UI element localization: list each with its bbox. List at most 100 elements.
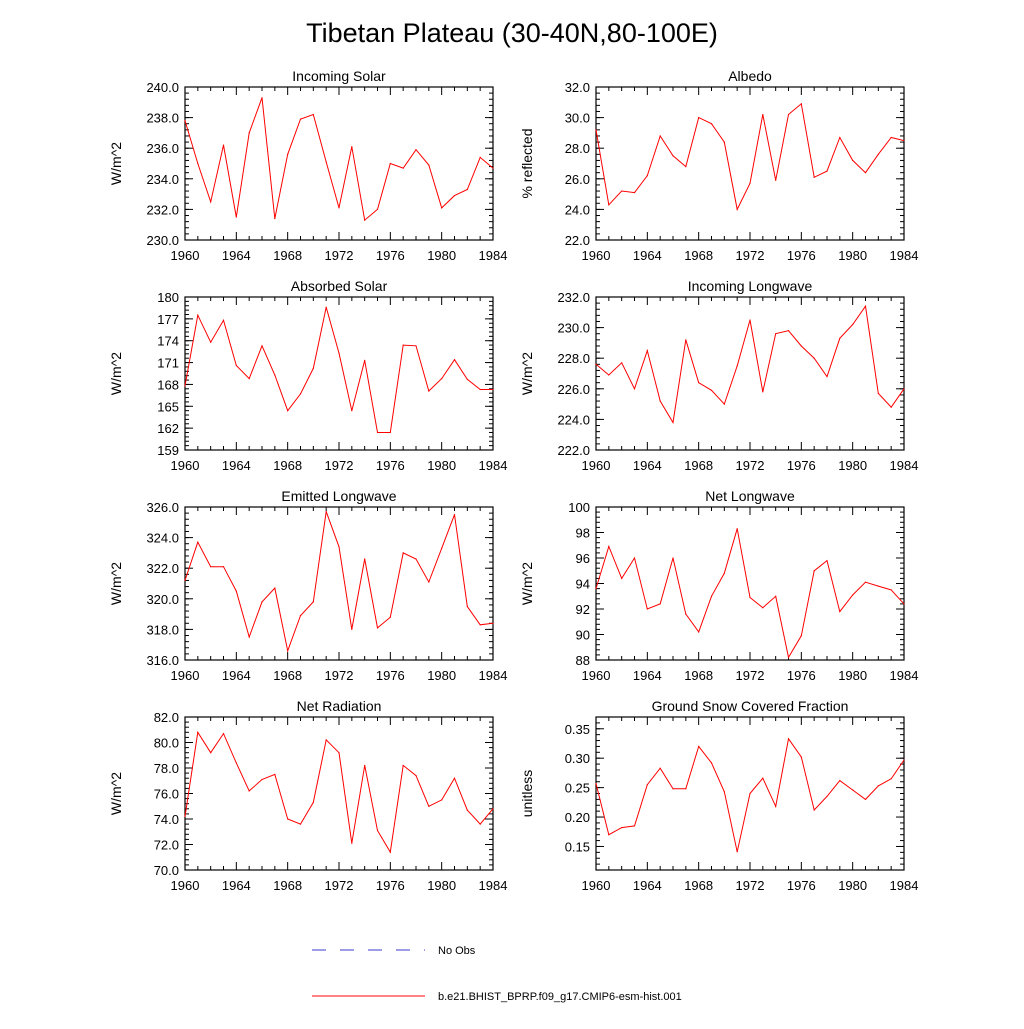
data-point [299, 118, 302, 120]
data-point [235, 364, 237, 367]
data-point [903, 759, 905, 761]
plot-frame [184, 86, 494, 241]
x-tick-label: 1964 [222, 878, 251, 893]
data-point [299, 823, 302, 825]
series-line [184, 307, 493, 433]
plot-frame [184, 506, 494, 661]
data-point [492, 622, 494, 624]
panel-title: Net Longwave [705, 488, 795, 504]
y-tick-label: 92 [576, 602, 590, 617]
x-tick-label: 1968 [684, 458, 713, 473]
data-point [312, 367, 314, 369]
y-tick-label: 22.0 [565, 233, 590, 248]
data-point [338, 546, 340, 548]
x-tick-label: 1960 [582, 248, 611, 263]
data-point [364, 359, 366, 361]
y-tick-label: 90 [576, 628, 590, 643]
panel-1: 1960 1964 1968 1972 1976 1980 1984 230.0 232.0 23… [108, 68, 507, 263]
data-point [736, 528, 738, 530]
data-point [453, 359, 456, 361]
data-point [621, 362, 623, 364]
y-tick-label: 236.0 [146, 141, 179, 156]
y-tick-label: 240.0 [146, 80, 179, 95]
data-point [672, 421, 674, 424]
data-point [453, 514, 456, 516]
y-tick-label: 316.0 [146, 653, 179, 668]
data-point [826, 170, 828, 172]
data-point [389, 431, 391, 434]
data-point [698, 745, 700, 748]
data-point [775, 805, 777, 808]
y-tick-label: 0.20 [565, 810, 590, 825]
x-tick-label: 1960 [582, 458, 611, 473]
x-tick-label: 1984 [479, 668, 508, 683]
data-point [646, 175, 648, 177]
y-tick-label: 318.0 [146, 622, 179, 637]
x-tick-label: 1972 [325, 878, 354, 893]
data-point [787, 330, 790, 332]
data-point [453, 195, 456, 197]
plot-frame [184, 716, 494, 871]
y-tick-label: 80.0 [154, 736, 179, 751]
panel-title: Emitted Longwave [281, 488, 396, 504]
x-tick-label: 1960 [171, 668, 200, 683]
y-tick-label: 222.0 [557, 443, 590, 458]
data-point [364, 558, 366, 560]
data-point [248, 132, 250, 134]
y-tick-label: 88 [576, 653, 590, 668]
data-point [415, 149, 417, 151]
y-tick-label: 32.0 [565, 80, 590, 95]
x-tick-label: 1980 [427, 458, 456, 473]
y-axis-label: W/m^2 [108, 142, 124, 185]
panel-title: Ground Snow Covered Fraction [652, 698, 849, 714]
y-tick-label: 30.0 [565, 111, 590, 126]
series-line [184, 511, 494, 653]
data-point [376, 431, 379, 434]
data-point [248, 790, 250, 792]
data-point [287, 650, 289, 652]
x-tick-label: 1960 [582, 668, 611, 683]
series-line [595, 737, 905, 852]
data-point [376, 627, 379, 629]
x-tick-label: 1964 [633, 458, 662, 473]
y-tick-label: 171 [157, 356, 179, 371]
data-point [877, 585, 879, 587]
x-tick-label: 1972 [736, 878, 765, 893]
x-tick-label: 1968 [684, 248, 713, 263]
data-point [197, 314, 199, 316]
data-point [197, 541, 199, 543]
data-point [890, 136, 892, 139]
data-point [749, 182, 751, 184]
y-axis-label: W/m^2 [519, 352, 535, 395]
data-point [312, 801, 314, 804]
y-tick-label: 78.0 [154, 761, 179, 776]
data-point [826, 559, 828, 562]
y-axis-label: unitless [519, 770, 535, 817]
y-tick-label: 326.0 [146, 500, 179, 515]
data-point [800, 756, 802, 758]
x-tick-label: 1972 [325, 248, 354, 263]
data-point [749, 792, 751, 795]
data-point [736, 851, 738, 853]
data-point [710, 389, 713, 391]
data-point [813, 570, 815, 572]
figure-title: Tibetan Plateau (30-40N,80-100E) [306, 18, 718, 48]
data-point [608, 834, 610, 836]
data-point [428, 581, 430, 583]
data-point [736, 365, 738, 367]
y-tick-label: 100 [568, 500, 590, 515]
legend-obs-label: No Obs [438, 945, 476, 957]
y-tick-label: 322.0 [146, 561, 179, 576]
data-point [479, 388, 481, 391]
panel-7: 1960 1964 1968 1972 1976 1980 1984 70.0 72.0 74.0… [108, 698, 507, 893]
data-point [402, 167, 404, 169]
panel-8: 1960 1964 1968 1972 1976 1980 1984 0.15 0.20 0.25… [519, 698, 918, 893]
data-point [210, 566, 212, 568]
data-point [839, 610, 841, 613]
data-point [492, 808, 494, 810]
y-tick-label: 70.0 [154, 863, 179, 878]
x-tick-label: 1968 [684, 878, 713, 893]
data-point [210, 752, 212, 754]
data-point [608, 545, 610, 548]
data-point [274, 374, 276, 376]
